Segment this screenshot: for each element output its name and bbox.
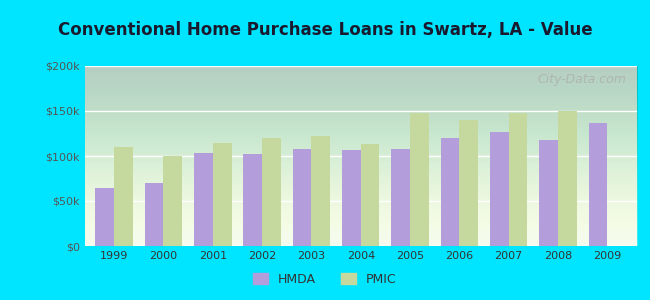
- Bar: [342, 150, 361, 246]
- Bar: [194, 153, 213, 246]
- Bar: [460, 120, 478, 246]
- Bar: [243, 154, 262, 246]
- Bar: [490, 132, 509, 246]
- Bar: [292, 149, 311, 246]
- Bar: [96, 188, 114, 246]
- Bar: [509, 113, 528, 246]
- Bar: [163, 156, 182, 246]
- Text: Conventional Home Purchase Loans in Swartz, LA - Value: Conventional Home Purchase Loans in Swar…: [58, 21, 592, 39]
- Bar: [262, 138, 281, 246]
- Bar: [311, 136, 330, 246]
- Bar: [145, 183, 163, 246]
- Bar: [589, 123, 607, 246]
- Bar: [361, 144, 380, 246]
- Bar: [540, 140, 558, 246]
- Bar: [213, 142, 231, 246]
- Text: City-Data.com: City-Data.com: [537, 73, 626, 86]
- Bar: [391, 149, 410, 246]
- Legend: HMDA, PMIC: HMDA, PMIC: [248, 268, 402, 291]
- Bar: [558, 111, 577, 246]
- Bar: [114, 147, 133, 246]
- Bar: [441, 138, 460, 246]
- Bar: [410, 113, 429, 246]
